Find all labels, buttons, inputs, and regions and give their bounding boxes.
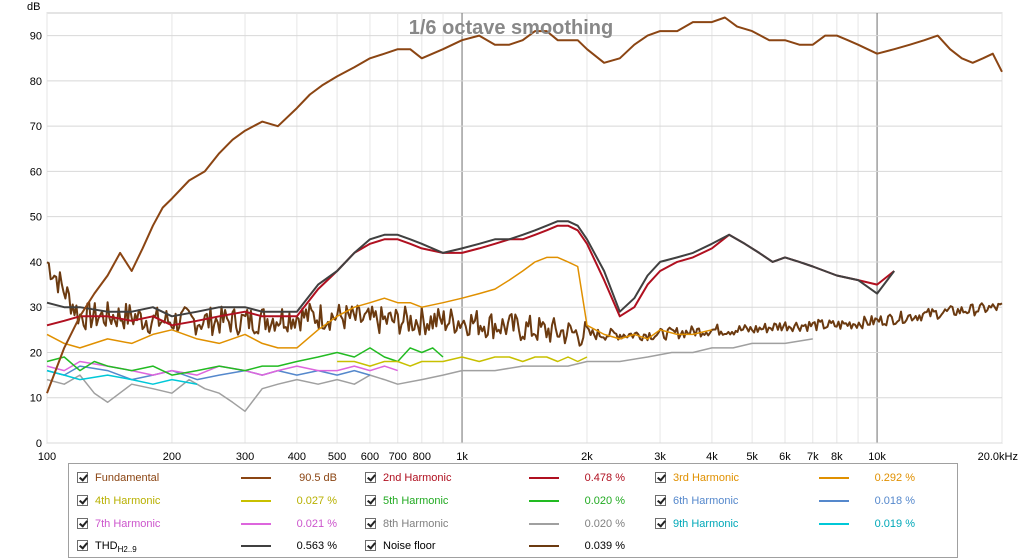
x-tick-label: 6k — [779, 451, 791, 460]
y-tick-label: 90 — [30, 31, 42, 43]
legend-label: 9th Harmonic — [673, 518, 739, 530]
x-tick-label: 200 — [163, 451, 181, 460]
legend-swatch — [241, 545, 271, 547]
legend-value: 0.027 % — [296, 495, 337, 507]
checkbox-9th-harmonic[interactable] — [655, 518, 666, 529]
y-tick-label: 0 — [36, 438, 42, 450]
x-tick-label: 100 — [38, 451, 56, 460]
series-line-fundamental — [46, 16, 1003, 394]
x-tick-label: 3k — [654, 451, 666, 460]
checkbox-thd[interactable] — [77, 540, 88, 551]
series-line-4th-harmonic — [337, 356, 588, 367]
legend-value: 0.020 % — [584, 495, 625, 507]
checkbox-6th-harmonic[interactable] — [655, 495, 666, 506]
series-line-thd — [46, 220, 895, 318]
legend-value: 0.039 % — [584, 540, 625, 552]
x-tick-label: 700 — [389, 451, 407, 460]
legend-swatch — [241, 500, 271, 502]
series-line-5th-harmonic — [46, 347, 444, 376]
x-tick-label: 300 — [236, 451, 254, 460]
legend-label: 7th Harmonic — [95, 518, 161, 530]
x-tick-label: 7k — [807, 451, 819, 460]
legend-swatch — [819, 500, 849, 502]
series-line-9th-harmonic — [46, 369, 198, 385]
legend-swatch — [819, 523, 849, 525]
legend-swatch — [529, 477, 559, 479]
legend-label: Fundamental — [95, 472, 160, 484]
legend-label: 8th Harmonic — [383, 518, 449, 530]
legend-label: Noise floor — [383, 540, 436, 552]
legend: Fundamental 90.5 dB 2nd Harmonic 0.478 %… — [68, 463, 958, 558]
grid — [46, 13, 1003, 444]
plot-area — [46, 12, 1003, 444]
series-group — [46, 16, 1003, 413]
y-tick-label: 50 — [30, 212, 42, 224]
legend-value: 0.019 % — [874, 518, 915, 530]
legend-value: 0.292 % — [874, 472, 915, 484]
legend-label: THDH2..9 — [95, 540, 137, 555]
legend-value: 0.018 % — [874, 495, 915, 507]
x-tick-label: 500 — [328, 451, 346, 460]
checkbox-4th-harmonic[interactable] — [77, 495, 88, 506]
y-tick-label: 30 — [30, 302, 42, 314]
chart-title: 1/6 octave smoothing — [409, 17, 614, 39]
x-tick-label: 5k — [746, 451, 758, 460]
x-tick-label: 2k — [581, 451, 593, 460]
y-tick-label: 40 — [30, 257, 42, 269]
legend-label: 6th Harmonic — [673, 495, 739, 507]
checkbox-8th-harmonic[interactable] — [365, 518, 376, 529]
legend-swatch — [241, 477, 271, 479]
y-tick-label: 60 — [30, 166, 42, 178]
legend-value: 0.478 % — [584, 472, 625, 484]
legend-label: 5th Harmonic — [383, 495, 449, 507]
series-line-6th-harmonic — [46, 365, 371, 381]
legend-value: 0.563 % — [296, 540, 337, 552]
legend-value: 90.5 dB — [299, 472, 337, 484]
checkbox-noise-floor[interactable] — [365, 540, 376, 551]
x-tick-label: 800 — [413, 451, 431, 460]
legend-swatch — [819, 477, 849, 479]
x-tick-label: 20.0kHz — [978, 451, 1018, 460]
checkbox-fundamental[interactable] — [77, 472, 88, 483]
axes: 0 10 20 30 40 50 60 70 80 90 100 200 300 400 500 600 700… — [30, 31, 1018, 460]
y-tick-label: 10 — [30, 393, 42, 405]
series-line-3rd-harmonic — [46, 256, 713, 349]
series-line-noise-floor — [46, 261, 1003, 347]
legend-swatch — [529, 500, 559, 502]
y-tick-label: 80 — [30, 76, 42, 88]
x-tick-label: 1k — [456, 451, 468, 460]
x-tick-label: 10k — [868, 451, 886, 460]
legend-swatch — [529, 523, 559, 525]
legend-swatch — [241, 523, 271, 525]
legend-label: 3rd Harmonic — [673, 472, 740, 484]
legend-swatch — [529, 545, 559, 547]
y-axis-label: dB — [27, 1, 40, 13]
checkbox-5th-harmonic[interactable] — [365, 495, 376, 506]
x-tick-label: 400 — [288, 451, 306, 460]
legend-label: 4th Harmonic — [95, 495, 161, 507]
legend-value: 0.021 % — [296, 518, 337, 530]
x-tick-label: 8k — [831, 451, 843, 460]
y-tick-label: 20 — [30, 347, 42, 359]
checkbox-3rd-harmonic[interactable] — [655, 472, 666, 483]
y-tick-label: 70 — [30, 121, 42, 133]
x-tick-label: 4k — [706, 451, 718, 460]
x-tick-label: 600 — [361, 451, 379, 460]
legend-label: 2nd Harmonic — [383, 472, 452, 484]
frequency-response-chart: 0 10 20 30 40 50 60 70 80 90 100 200 300 400 500 600 700… — [27, 1, 1018, 460]
checkbox-7th-harmonic[interactable] — [77, 518, 88, 529]
checkbox-2nd-harmonic[interactable] — [365, 472, 376, 483]
legend-value: 0.020 % — [584, 518, 625, 530]
